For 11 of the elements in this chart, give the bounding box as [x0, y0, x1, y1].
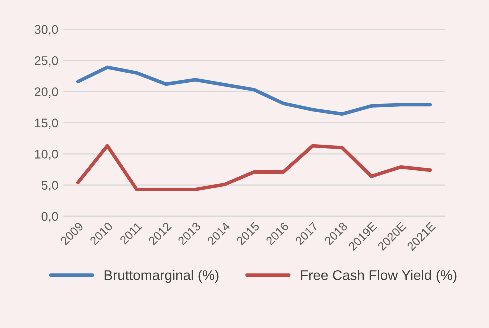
line-series — [76, 66, 432, 116]
legend-label: Bruttomarginal (%) — [104, 270, 219, 284]
y-tick-label: 20,0 — [35, 88, 58, 98]
legend-label: Free Cash Flow Yield (%) — [301, 270, 457, 284]
y-tick-label: 15,0 — [35, 118, 58, 130]
line-series — [76, 144, 432, 192]
y-tick-label: 10,0 — [35, 150, 58, 160]
y-tick-label: 25,0 — [35, 56, 58, 67]
y-tick-label: 30,0 — [34, 25, 58, 36]
y-tick-label: 5,0 — [42, 181, 58, 192]
y-tick-label: 0,0 — [42, 212, 58, 223]
